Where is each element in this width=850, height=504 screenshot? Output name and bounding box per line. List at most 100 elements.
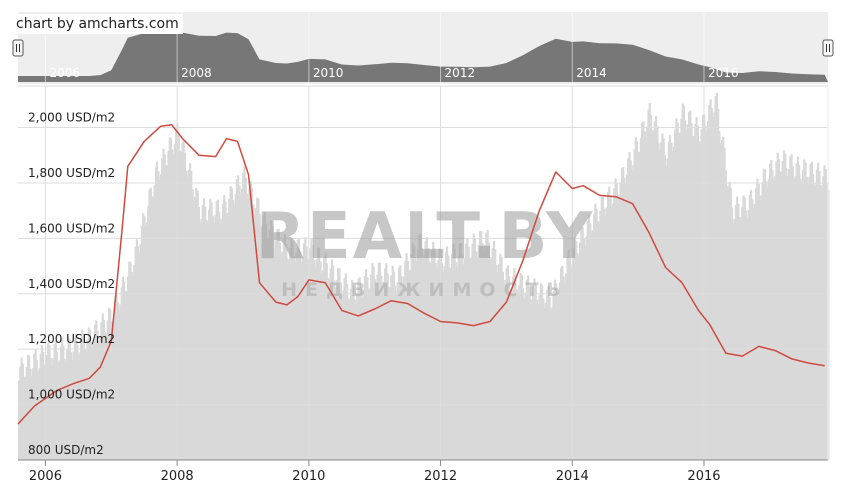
volume-bar xyxy=(185,170,188,460)
volume-bar xyxy=(479,231,482,460)
volume-bar xyxy=(638,152,641,460)
volume-bar xyxy=(568,258,572,460)
volume-bar xyxy=(693,135,696,461)
volume-bar xyxy=(746,218,749,460)
volume-bar xyxy=(782,150,786,461)
volume-bar xyxy=(145,222,149,460)
volume-bar xyxy=(625,174,629,460)
left-grip-handle[interactable] xyxy=(12,39,24,57)
volume-bar xyxy=(224,201,227,460)
volume-bar xyxy=(168,137,171,460)
right-grip-handle[interactable] xyxy=(822,39,834,57)
volume-bar xyxy=(772,180,775,460)
volume-bar xyxy=(619,182,622,460)
volume-bar xyxy=(54,340,57,460)
volume-bar xyxy=(202,198,206,460)
volume-bar xyxy=(265,223,268,460)
volume-bar xyxy=(737,203,740,461)
volume-bar xyxy=(161,158,164,460)
volume-bar xyxy=(397,267,401,460)
volume-bar xyxy=(570,267,573,460)
volume-bar xyxy=(656,126,659,461)
volume-bar xyxy=(504,279,507,460)
volume-bar xyxy=(720,139,724,460)
volume-bar xyxy=(286,258,289,460)
volume-bar xyxy=(777,159,780,460)
volume-bar xyxy=(742,195,745,460)
realt-watermark: REALT.BY НЕДВИЖИМОСТЬ xyxy=(256,200,593,301)
volume-bar xyxy=(491,248,494,460)
volume-bar xyxy=(162,148,165,460)
volume-bar xyxy=(118,310,121,460)
volume-bar xyxy=(363,276,366,460)
volume-bar xyxy=(68,339,71,460)
volume-bar xyxy=(190,171,193,460)
volume-bar xyxy=(609,196,612,460)
volume-bar xyxy=(321,270,325,460)
volume-bar xyxy=(21,363,24,460)
volume-bar xyxy=(605,207,608,460)
volume-bar xyxy=(357,279,360,460)
volume-bar xyxy=(380,275,383,460)
volume-bar xyxy=(215,201,218,460)
volume-bar xyxy=(579,242,582,460)
volume-bar xyxy=(672,146,675,460)
volume-bar xyxy=(209,198,212,461)
volume-bar xyxy=(64,361,68,460)
volume-bar xyxy=(121,276,124,460)
volume-bar xyxy=(227,212,230,460)
volume-bar xyxy=(82,336,85,460)
volume-bar xyxy=(173,143,176,460)
volume-bar xyxy=(500,256,503,460)
volume-bar xyxy=(20,357,23,460)
volume-bar xyxy=(750,190,753,460)
volume-bar xyxy=(71,359,74,460)
volume-bar xyxy=(243,166,246,460)
volume-bar xyxy=(107,307,111,460)
volume-bar xyxy=(218,211,221,460)
volume-bar xyxy=(272,240,275,460)
volume-bar xyxy=(316,247,320,460)
volume-bar xyxy=(576,253,579,460)
volume-bar xyxy=(390,275,393,460)
volume-bar xyxy=(381,286,384,460)
volume-bar xyxy=(492,241,496,460)
chart-credit[interactable]: chart by amcharts.com xyxy=(12,14,183,34)
volume-bar xyxy=(448,268,451,460)
volume-bar xyxy=(443,266,446,460)
volume-bar xyxy=(577,255,580,460)
volume-bar xyxy=(371,262,374,460)
volume-bar xyxy=(712,117,715,460)
volume-bar xyxy=(31,368,35,460)
y-tick-label: 1,000 USD/m2 xyxy=(28,388,115,402)
volume-bar xyxy=(178,150,181,461)
volume-bar xyxy=(372,266,375,460)
volume-bar xyxy=(508,276,511,460)
volume-bar xyxy=(556,294,559,460)
volume-bar xyxy=(519,273,522,460)
scrollbar-year-label: 2008 xyxy=(181,66,212,80)
volume-bar xyxy=(667,141,670,460)
volume-bar xyxy=(793,178,796,460)
volume-bar xyxy=(489,257,492,460)
volume-bar xyxy=(807,184,810,460)
volume-bar xyxy=(522,288,525,460)
volume-bar xyxy=(56,351,59,460)
volume-bar xyxy=(80,338,83,460)
volume-bar xyxy=(632,165,635,460)
volume-bar xyxy=(262,215,265,460)
volume-bar xyxy=(752,208,755,460)
volume-bar xyxy=(301,257,304,460)
volume-bar xyxy=(238,185,241,460)
volume-bar xyxy=(728,182,731,460)
volume-bar xyxy=(675,118,678,461)
volume-bar xyxy=(499,253,502,460)
volume-bar xyxy=(305,246,308,460)
volume-bar xyxy=(552,291,555,460)
volume-bar xyxy=(296,239,299,460)
volume-bar xyxy=(513,268,516,460)
volume-bar xyxy=(622,167,625,460)
volume-bar xyxy=(600,197,603,460)
volume-bar xyxy=(97,341,100,460)
volume-bar xyxy=(717,109,720,460)
